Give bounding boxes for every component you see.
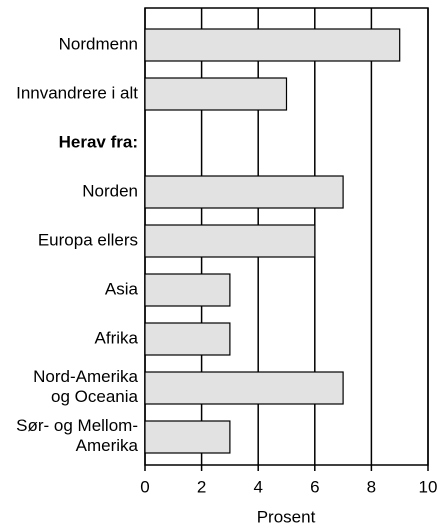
y-tick-label: Nordmenn xyxy=(59,34,138,53)
x-tick-label: 8 xyxy=(367,477,376,496)
y-tick-label: Nord-Amerika og Oceania xyxy=(33,367,138,406)
y-tick-label: Herav fra: xyxy=(59,132,138,151)
x-tick-label: 6 xyxy=(310,477,319,496)
x-tick-label: 0 xyxy=(140,477,149,496)
x-tick-label: 4 xyxy=(253,477,262,496)
bar xyxy=(144,322,231,356)
x-tick-label: 2 xyxy=(197,477,206,496)
y-tick-label: Europa ellers xyxy=(38,230,138,249)
bar xyxy=(144,28,401,62)
y-tick-label: Norden xyxy=(82,181,138,200)
bar xyxy=(144,77,288,111)
y-tick-label: Innvandrere i alt xyxy=(16,83,138,102)
y-tick-label: Afrika xyxy=(95,328,139,347)
bar xyxy=(144,371,344,405)
y-tick-label: Sør- og Mellom-Amerika xyxy=(16,416,138,455)
x-tick-label: 10 xyxy=(419,477,437,496)
bar xyxy=(144,273,231,307)
x-axis-label: Prosent xyxy=(257,507,316,526)
bar xyxy=(144,175,344,209)
y-tick-label: Asia xyxy=(105,279,139,298)
bar xyxy=(144,420,231,454)
bar xyxy=(144,224,316,258)
